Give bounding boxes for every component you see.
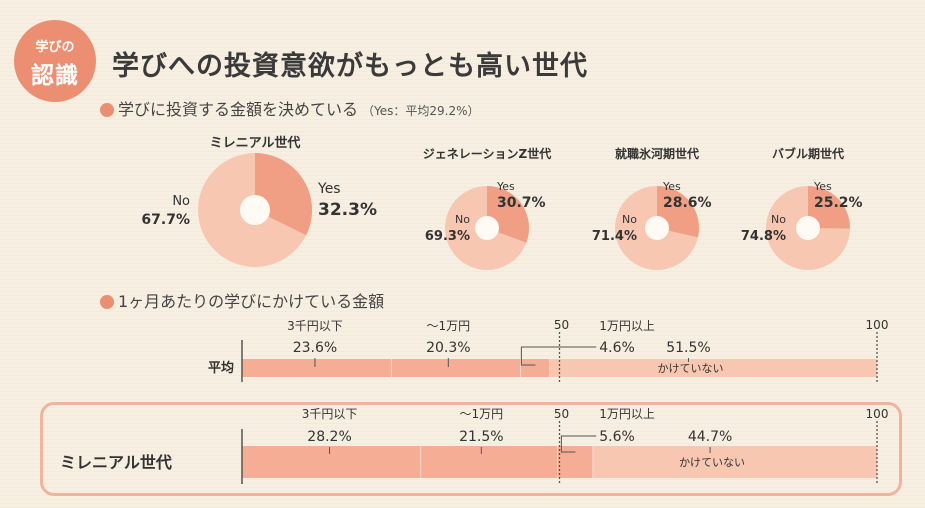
pie-no-label: No (771, 213, 786, 226)
bar-segment (242, 359, 392, 377)
pie-no-value: 67.7% (141, 212, 190, 228)
badge-line1: 学びの (35, 40, 75, 55)
leader-line (520, 346, 597, 366)
pie-title: 就職氷河期世代 (615, 146, 699, 161)
pie-yes-label: Yes (317, 181, 341, 197)
pie-center-hole (475, 216, 499, 240)
category-badge: 学びの 認識 (14, 20, 96, 102)
segment-inside-label: かけていない (679, 456, 745, 469)
bar-segment (593, 446, 877, 478)
page-title: 学びへの投資意欲がもっとも高い世代 (112, 51, 588, 82)
section2-label: 1ヶ月あたりの学びにかけている金額 (118, 292, 385, 311)
pie-yes-value: 32.3% (318, 200, 377, 220)
segment-value-label: 5.6% (599, 429, 635, 445)
bar-segment (391, 359, 521, 377)
segment-category-label: 〜1万円 (426, 319, 470, 333)
pie-yes-value: 28.6% (663, 195, 712, 211)
segment-value-label: 51.5% (666, 340, 710, 356)
segment-value-label: 23.6% (293, 340, 337, 356)
pie-no-label: No (455, 213, 470, 226)
section1-heading: 学びに投資する金額を決めている （Yes：平均29.2%） (100, 96, 480, 120)
bar-segment (549, 359, 877, 377)
bar-segment (557, 446, 594, 478)
badge-line2: 認識 (31, 63, 79, 89)
pie-no-label: No (622, 213, 637, 226)
tick-label: 100 (866, 318, 889, 332)
segment-category-label: 3千円以下 (287, 319, 343, 333)
bullet-dot-icon (100, 103, 114, 117)
segment-value-label: 4.6% (599, 340, 635, 356)
pie-center-hole (796, 216, 820, 240)
segment-category-label: 3千円以下 (302, 407, 358, 421)
segment-category-label: 〜1万円 (460, 407, 504, 421)
bar-row-name: 平均 (208, 360, 234, 376)
pie-yes-value: 25.2% (814, 195, 863, 211)
pie-yes-label: Yes (662, 180, 681, 193)
pie-no-value: 74.8% (741, 229, 786, 244)
pie-title: ミレニアル世代 (210, 135, 301, 151)
pie-center-hole (645, 216, 669, 240)
pie-title: バブル期世代 (772, 146, 844, 161)
bullet-dot-icon (100, 295, 114, 309)
pie-center-hole (240, 195, 270, 225)
leader-line (560, 435, 597, 453)
pie-slice-yes (808, 186, 850, 229)
bar-row-name: ミレニアル世代 (60, 453, 172, 472)
segment-inside-label: かけていない (657, 362, 723, 375)
segment-value-label: 21.5% (459, 429, 503, 445)
tick-label: 100 (866, 407, 889, 421)
segment-value-label: 28.2% (307, 429, 351, 445)
segment-category-label: 1万円以上 (599, 319, 655, 333)
section2-heading: 1ヶ月あたりの学びにかけている金額 (100, 288, 384, 312)
bar-segment (520, 359, 550, 377)
millennial-highlight-box (40, 402, 902, 496)
tick-label: 50 (554, 407, 569, 421)
pie-yes-label: Yes (496, 180, 515, 193)
pie-yes-value: 30.7% (497, 195, 546, 211)
segment-value-label: 20.3% (426, 340, 470, 356)
bar-segment (242, 446, 422, 478)
tick-label: 50 (554, 318, 569, 332)
section1-note: （Yes：平均29.2%） (362, 104, 480, 118)
pie-yes-label: Yes (813, 180, 832, 193)
pie-no-label: No (172, 194, 190, 209)
bar-segment (421, 446, 558, 478)
pie-title: ジェネレーションZ世代 (423, 146, 551, 161)
pie-no-value: 69.3% (425, 229, 470, 244)
section1-label: 学びに投資する金額を決めている (118, 100, 359, 119)
pie-no-value: 71.4% (592, 229, 637, 244)
segment-value-label: 44.7% (688, 429, 732, 445)
segment-category-label: 1万円以上 (599, 407, 655, 421)
